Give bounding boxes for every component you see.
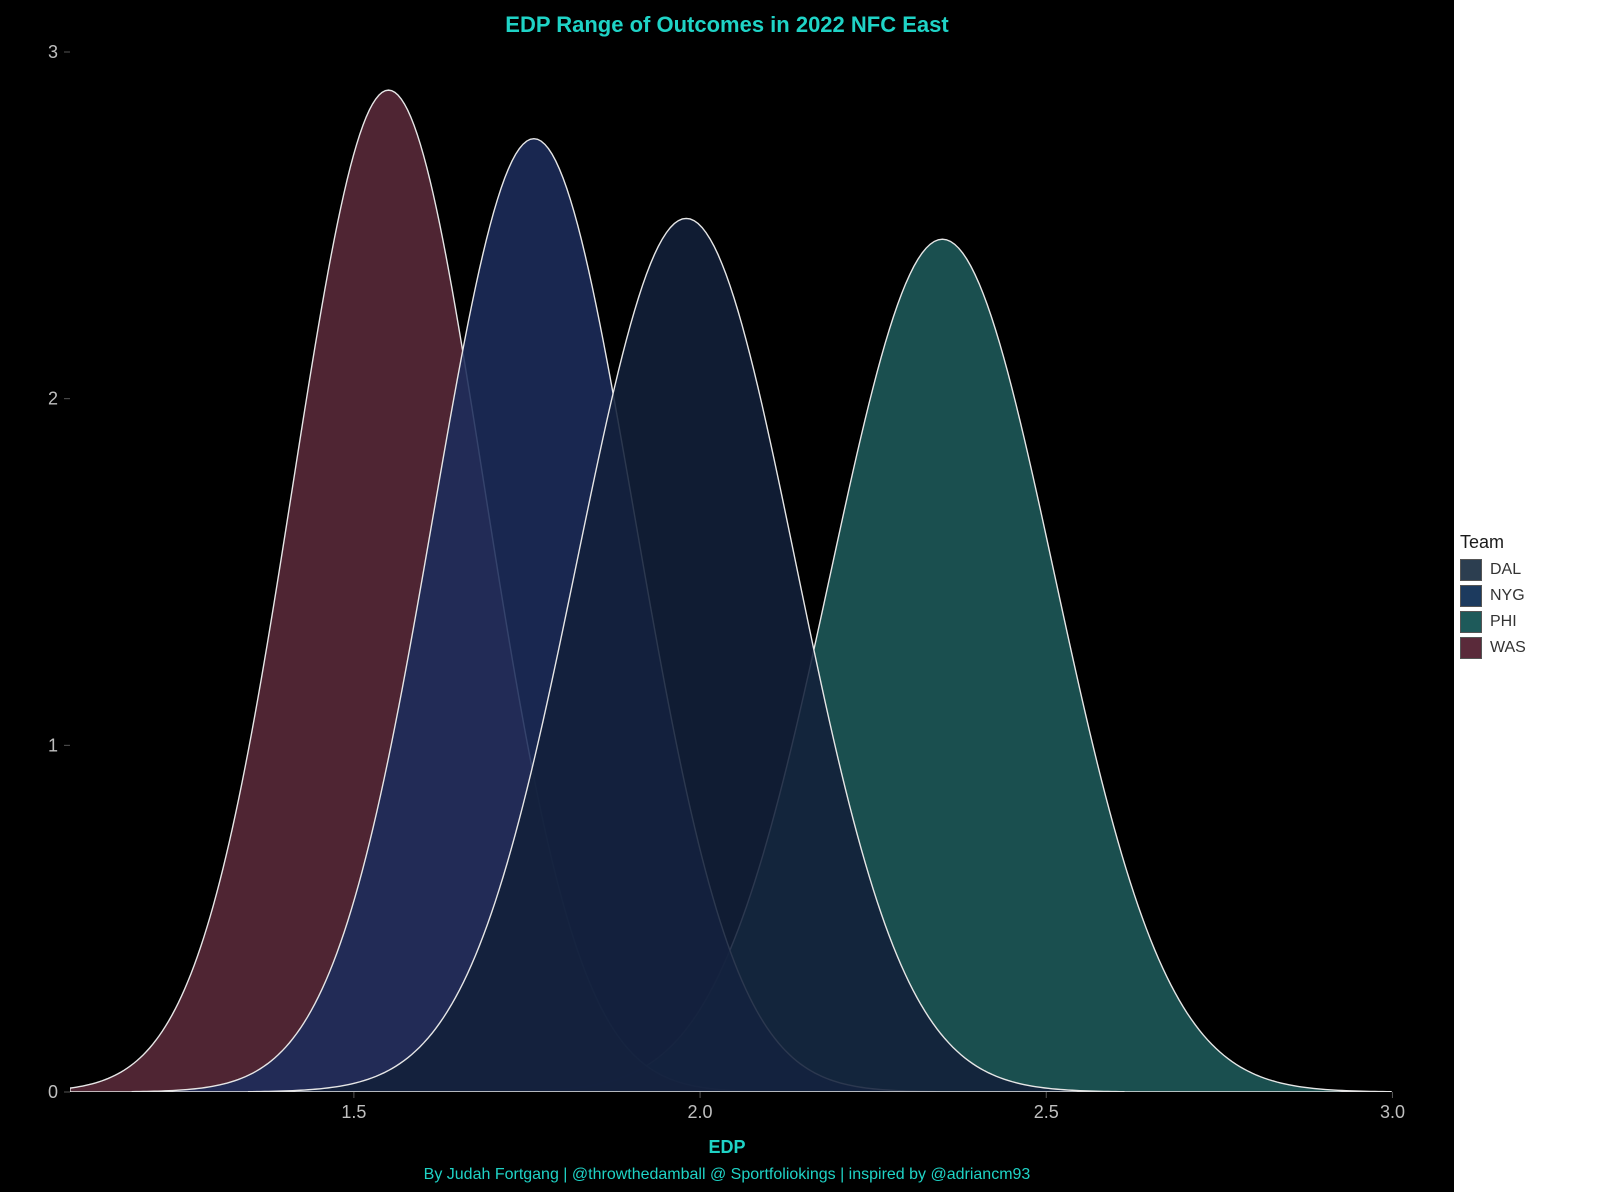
svg-text:1.5: 1.5 — [341, 1102, 366, 1122]
legend-label-dal: DAL — [1490, 561, 1521, 579]
legend-item-phi: PHI — [1460, 611, 1586, 633]
x-axis-label: EDP — [0, 1137, 1454, 1158]
legend-swatch-dal — [1460, 559, 1482, 581]
legend-item-dal: DAL — [1460, 559, 1586, 581]
svg-text:2.0: 2.0 — [688, 1102, 713, 1122]
legend-swatch-was — [1460, 637, 1482, 659]
svg-text:0: 0 — [48, 1082, 58, 1102]
chart-caption: By Judah Fortgang | @throwthedamball @ S… — [0, 1166, 1454, 1184]
legend-items: DAL NYG PHI WAS — [1460, 559, 1586, 659]
legend-swatch-nyg — [1460, 585, 1482, 607]
legend-label-phi: PHI — [1490, 613, 1517, 631]
legend-label-was: WAS — [1490, 639, 1526, 657]
legend-title: Team — [1460, 532, 1586, 553]
legend-item-nyg: NYG — [1460, 585, 1586, 607]
svg-text:3.0: 3.0 — [1380, 1102, 1405, 1122]
legend-item-was: WAS — [1460, 637, 1586, 659]
legend-panel: Team DAL NYG PHI WAS — [1454, 0, 1600, 1192]
svg-text:2.5: 2.5 — [1034, 1102, 1059, 1122]
legend-box: Team DAL NYG PHI WAS — [1460, 532, 1586, 663]
density-plot-svg: 0 1 2 3 1.5 2.0 2.5 3.0 — [0, 0, 1454, 1192]
plot-panel: EDP Range of Outcomes in 2022 NFC East 0… — [0, 0, 1454, 1192]
legend-swatch-phi — [1460, 611, 1482, 633]
svg-text:3: 3 — [48, 42, 58, 62]
chart-page: EDP Range of Outcomes in 2022 NFC East 0… — [0, 0, 1600, 1192]
svg-text:2: 2 — [48, 389, 58, 409]
legend-label-nyg: NYG — [1490, 587, 1525, 605]
svg-text:1: 1 — [48, 735, 58, 755]
